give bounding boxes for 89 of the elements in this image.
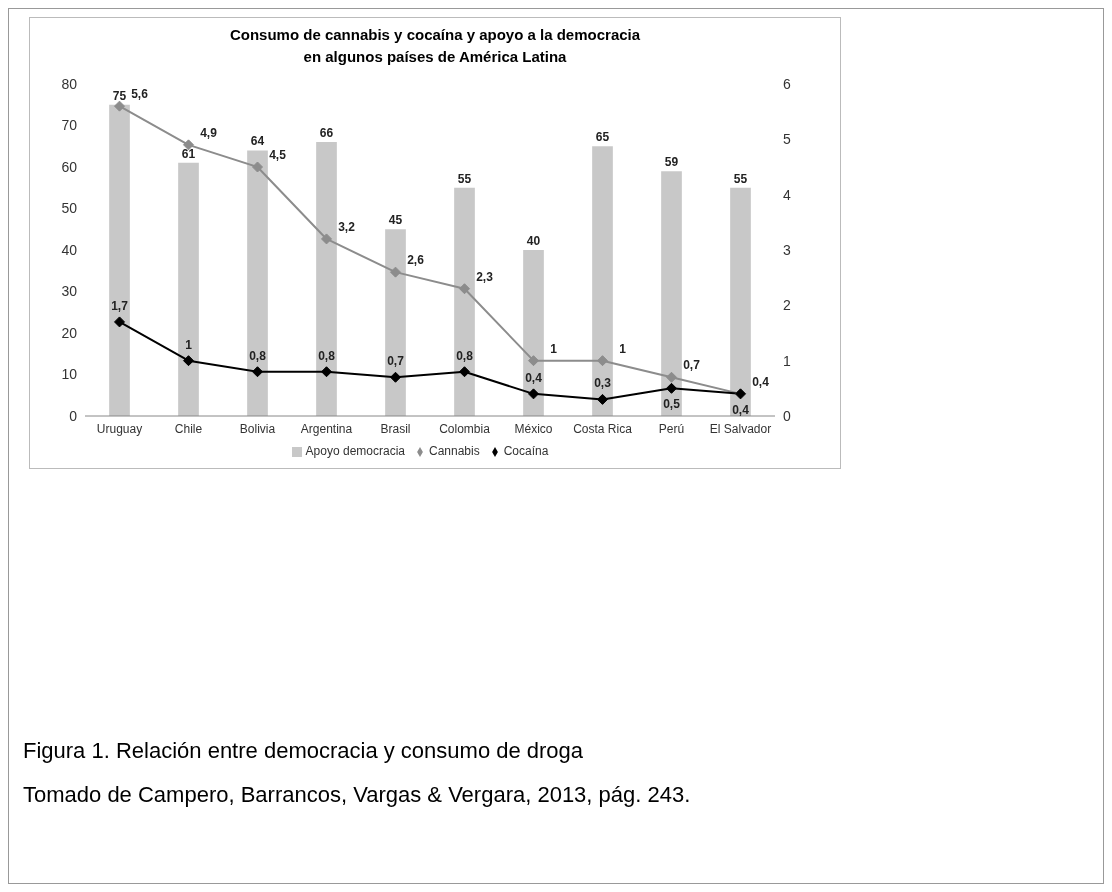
y2-tick-label: 4 [783, 186, 791, 203]
data-label: 75 [112, 88, 127, 103]
data-label: 0,4 [752, 374, 770, 389]
data-label: 40 [526, 234, 541, 248]
point [528, 355, 539, 367]
data-label: 55 [457, 171, 472, 186]
point [321, 233, 332, 245]
data-label: 0,7 [683, 358, 701, 373]
x-tick-label: Uruguay [96, 421, 143, 436]
legend-label: Apoyo democracia [305, 444, 405, 458]
point [183, 355, 194, 367]
x-tick-label: Bolivia [239, 421, 276, 436]
point [114, 100, 125, 112]
bar [454, 187, 475, 416]
data-label: 2,6 [407, 253, 425, 268]
data-label: 3,2 [338, 219, 356, 234]
bar [247, 150, 268, 416]
bar [316, 142, 337, 416]
bar [109, 104, 130, 416]
legend-label: Cannabis [428, 444, 480, 458]
data-label: 0,4 [525, 370, 543, 385]
legend-label: Cocaína [503, 444, 549, 458]
data-label: 1 [185, 337, 193, 352]
point [252, 161, 263, 173]
x-tick-label: El Salvador [709, 421, 772, 436]
point [666, 382, 677, 394]
data-label: 1 [550, 341, 558, 356]
data-label: 0,8 [456, 348, 474, 363]
data-label: 1,7 [111, 298, 129, 313]
chart-title: Consumo de cannabis y cocaína y apoyo a la democracia en algunos países de América Latina [228, 25, 642, 67]
y2-tick-label: 0 [783, 407, 791, 424]
data-label: 59 [664, 155, 679, 170]
bar [661, 171, 682, 416]
y-tick-label: 10 [61, 366, 78, 383]
data-label: 4,5 [269, 148, 287, 162]
point [321, 366, 332, 378]
y2-tick-label: 1 [783, 352, 791, 369]
y-tick-label: 40 [61, 241, 78, 258]
y-tick-label: 50 [61, 200, 78, 217]
x-tick-label: Perú [658, 421, 685, 436]
data-label: 64 [250, 134, 265, 149]
point [666, 371, 677, 383]
y-tick-label: 80 [61, 75, 78, 92]
x-tick-label: Argentina [300, 421, 353, 436]
data-label: 4,9 [200, 125, 218, 140]
bar [178, 162, 199, 416]
point [597, 393, 608, 405]
x-tick-label: Brasil [380, 421, 411, 436]
point [459, 283, 470, 295]
data-label: 66 [319, 126, 334, 141]
x-tick-label: Costa Rica [573, 421, 633, 436]
text: Tomado de Campero, Barrancos, Vargas & Vergara, 2013, pág. 243. [23, 781, 691, 809]
data-label: 5,6 [131, 87, 149, 102]
data-label: 45 [388, 213, 403, 228]
x-tick-label: Chile [174, 421, 203, 436]
bar [385, 229, 406, 416]
data-label: 65 [595, 130, 610, 145]
data-label: 0,5 [663, 397, 681, 412]
point [252, 366, 263, 378]
x-tick-label: Colombia [439, 421, 491, 436]
data-label: 1 [619, 341, 627, 356]
data-label: 0,8 [318, 348, 336, 363]
point [390, 371, 401, 383]
data-label: 0,7 [387, 354, 405, 369]
y-tick-label: 20 [61, 324, 78, 341]
text: Figura 1. Relación entre democracia y consumo de droga [23, 737, 585, 765]
x-tick-label: México [514, 421, 553, 436]
y2-tick-label: 6 [783, 75, 791, 92]
data-label: 55 [733, 171, 748, 186]
point [597, 355, 608, 367]
bar [523, 250, 544, 416]
data-label: 61 [181, 146, 196, 161]
y2-tick-label: 5 [783, 131, 791, 148]
bar [730, 187, 751, 416]
point [390, 266, 401, 278]
point [459, 366, 470, 378]
y2-tick-label: 3 [783, 241, 791, 258]
data-label: 0,8 [249, 348, 267, 363]
y-tick-label: 70 [61, 117, 78, 134]
data-label: 2,3 [476, 269, 494, 284]
y-tick-label: 60 [61, 158, 78, 175]
bar [592, 146, 613, 416]
data-label: 0,4 [732, 402, 750, 417]
data-label: 0,3 [594, 376, 612, 391]
y-tick-label: 0 [69, 407, 78, 424]
point [114, 316, 125, 328]
y2-tick-label: 2 [783, 297, 791, 314]
point [528, 388, 539, 400]
y-tick-label: 30 [61, 283, 78, 300]
